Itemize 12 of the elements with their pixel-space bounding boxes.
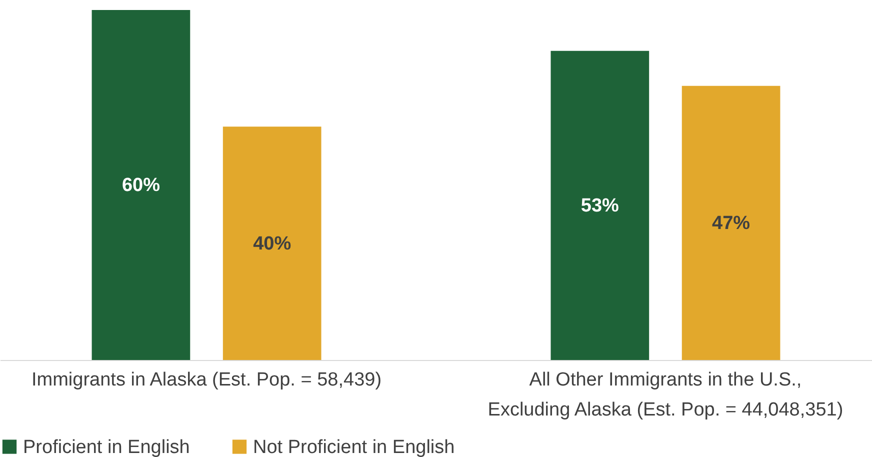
legend-label: Not Proficient in English (253, 436, 455, 457)
x-tick-label: All Other Immigrants in the U.S., Excluding Alaska (Est. Pop. = 44,048,351) (488, 370, 844, 420)
data-label: 53% (580, 195, 620, 216)
x-tick-label: Immigrants in Alaska (Est. Pop. = 58,439) (31, 370, 382, 390)
data-label: 40% (253, 233, 292, 254)
data-label: 47% (712, 212, 750, 234)
bar (682, 86, 780, 360)
bar (550, 50, 650, 360)
data-label: 60% (122, 175, 160, 196)
bar (222, 126, 322, 360)
bar (92, 10, 190, 360)
legend-label: Proficient in English (23, 436, 190, 457)
